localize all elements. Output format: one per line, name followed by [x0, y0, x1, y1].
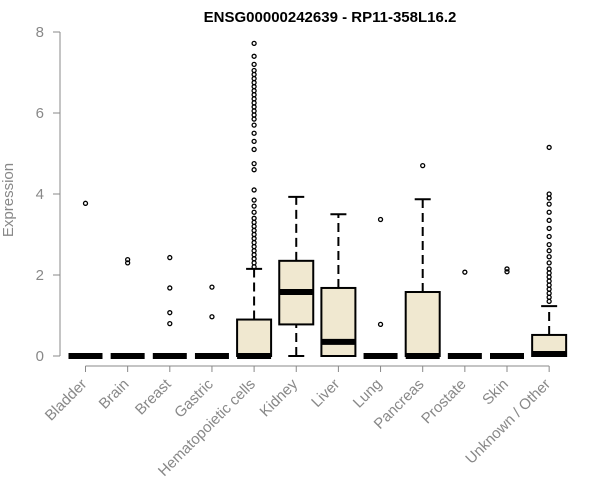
box-prostate [447, 269, 482, 359]
outlier-point [251, 138, 257, 145]
outlier-point [251, 61, 257, 68]
box-skin [490, 266, 524, 359]
outlier-point [546, 260, 552, 266]
outlier-point [546, 298, 552, 304]
box-breast [152, 254, 187, 359]
outlier-point [251, 112, 257, 118]
boxes-group [68, 40, 568, 359]
outlier-point [546, 254, 552, 260]
outlier-point [251, 92, 257, 98]
outlier-point [125, 256, 131, 263]
outlier-point [546, 191, 552, 197]
outlier-point [504, 266, 510, 272]
box-body [320, 286, 357, 357]
x-tick-label: Lung [350, 376, 386, 412]
box-pancreas [404, 162, 441, 359]
y-tick-label: 6 [36, 105, 44, 122]
outlier-point [167, 285, 173, 291]
x-tick-label: Breast [132, 375, 175, 418]
outlier-point [251, 160, 257, 167]
y-tick-label: 8 [36, 24, 44, 41]
y-tick-label: 4 [36, 186, 44, 203]
outlier-point [251, 84, 257, 90]
x-tick-label: Skin [479, 376, 512, 409]
outlier-point [251, 219, 257, 226]
outlier-point [251, 67, 257, 74]
box-body [236, 318, 273, 357]
box-bladder [68, 200, 103, 359]
outlier-point [546, 233, 552, 240]
outlier-point [546, 195, 552, 201]
outlier-point [546, 241, 552, 248]
outlier-point [504, 269, 510, 275]
chart-title: ENSG00000242639 - RP11-358L16.2 [204, 9, 457, 26]
outlier-point [251, 248, 257, 254]
outlier-point [546, 209, 552, 215]
x-tick-label: Brain [96, 376, 133, 413]
outlier-point [167, 310, 173, 316]
box-gastric [194, 284, 229, 359]
box-body [404, 291, 441, 358]
y-tick-label: 0 [36, 348, 44, 365]
outlier-point [546, 266, 552, 272]
outlier-point [167, 320, 173, 327]
box-kidney [278, 195, 315, 357]
outlier-point [82, 200, 89, 206]
outlier-point [251, 215, 257, 221]
outlier-point [167, 254, 173, 261]
outlier-point [251, 239, 257, 246]
outlier-point [251, 187, 257, 193]
outlier-point [125, 260, 131, 266]
x-tick-label: Kidney [257, 375, 302, 420]
outlier-point [251, 203, 257, 209]
outlier-point [209, 284, 215, 290]
outlier-point [251, 235, 257, 242]
y-tick-label: 2 [36, 267, 44, 284]
outlier-point [251, 252, 257, 258]
outlier-point [462, 269, 468, 275]
outlier-point [251, 130, 257, 136]
outlier-point [546, 270, 552, 276]
outlier-point [251, 146, 257, 153]
outlier-point [251, 53, 257, 59]
outlier-point [546, 225, 552, 232]
box-liver [320, 213, 357, 357]
y-axis: 0 2 4 6 8 [36, 24, 61, 365]
x-tick-label: Bladder [42, 376, 91, 425]
outlier-point [251, 167, 257, 173]
outlier-point [377, 216, 384, 223]
box-unknown-other [531, 144, 568, 358]
x-tick-label: Liver [308, 376, 343, 411]
outlier-point [251, 227, 257, 234]
box-lung [363, 216, 398, 359]
outlier-point [251, 122, 257, 128]
outlier-point [546, 278, 552, 284]
box-hematopoietic-cells [236, 40, 273, 359]
outlier-point [251, 100, 257, 106]
outlier-point [251, 71, 257, 78]
outlier-point [546, 290, 552, 296]
outlier-point [251, 260, 257, 266]
outlier-point [546, 217, 552, 223]
x-tick-label: Prostate [418, 376, 470, 428]
outlier-point [251, 79, 257, 86]
outlier-point [546, 144, 552, 151]
outlier-point [251, 209, 257, 215]
outlier-point [251, 104, 257, 110]
box-brain [110, 256, 145, 359]
outlier-point [546, 248, 552, 254]
outlier-point [420, 162, 426, 169]
outlier-point [209, 314, 215, 320]
outlier-point [251, 40, 257, 46]
outlier-point [377, 321, 384, 328]
outlier-point [546, 201, 552, 207]
y-axis-label: Expression [0, 163, 17, 237]
outlier-point [251, 231, 257, 238]
outlier-point [251, 197, 257, 203]
